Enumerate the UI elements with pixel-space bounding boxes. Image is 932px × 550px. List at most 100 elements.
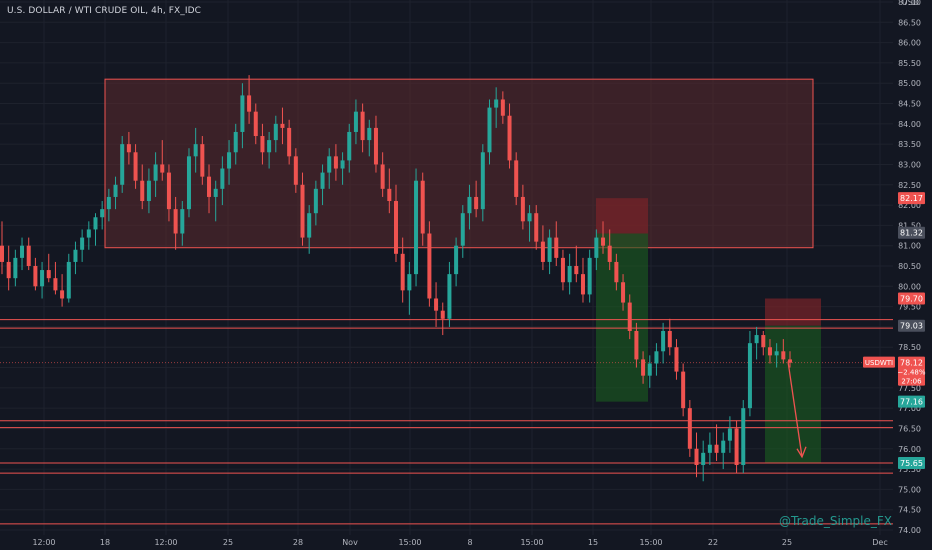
candle-body <box>507 115 512 161</box>
candle-body <box>414 180 419 275</box>
candle-body <box>547 237 552 262</box>
candle-body <box>340 160 345 169</box>
candle-body <box>687 408 692 449</box>
candle-body <box>594 237 599 258</box>
y-tick-label: 82.00 <box>898 201 921 210</box>
candle-body <box>661 330 666 352</box>
candle-body <box>260 136 265 153</box>
price-label: 77.16 <box>900 398 923 407</box>
price-label: 79.03 <box>900 322 923 331</box>
y-tick-label: 81.50 <box>898 221 921 230</box>
candle-body <box>520 196 525 222</box>
candle-body <box>100 209 105 218</box>
candle-body <box>133 152 138 181</box>
candle-body <box>741 408 746 466</box>
candle-body <box>66 261 71 299</box>
candle-body <box>300 184 305 238</box>
projection-arrow-head <box>796 446 807 459</box>
candle-body <box>400 253 405 291</box>
candle-body <box>621 282 626 303</box>
candle-body <box>707 444 712 453</box>
y-tick-label: 74.00 <box>898 526 921 535</box>
candle-body <box>193 144 198 157</box>
price-label: 79.70 <box>900 294 923 303</box>
candle-body <box>694 448 699 466</box>
candle-body <box>454 245 459 275</box>
y-tick-label: 75.50 <box>898 465 921 474</box>
y-tick-label: 84.00 <box>898 120 921 129</box>
candle-body <box>580 274 585 295</box>
symbol-tag-box <box>863 356 895 368</box>
current-change-label: −2.48% <box>897 369 925 377</box>
candle-body <box>754 335 759 344</box>
x-tick-label: 22 <box>708 538 718 547</box>
y-tick-label: 80.00 <box>898 282 921 291</box>
price-label-box <box>898 319 925 332</box>
candle-body <box>447 274 452 319</box>
candle-body <box>26 245 31 266</box>
candle-body <box>180 209 185 234</box>
y-tick-label: 85.00 <box>898 79 921 88</box>
candle-body <box>320 172 325 189</box>
candle-body <box>641 359 646 376</box>
candle-body <box>106 196 111 210</box>
trade1-target-zone <box>596 233 648 402</box>
candle-body <box>767 347 772 356</box>
symbol-tag: USDWTI <box>865 359 893 367</box>
candle-body <box>654 351 659 364</box>
x-tick-label: 28 <box>293 538 303 547</box>
candle-body <box>554 237 559 258</box>
candle-body <box>701 452 706 466</box>
candle-body <box>347 131 352 161</box>
candle-body <box>160 164 165 173</box>
x-tick-label: 12:00 <box>154 538 177 547</box>
candle-body <box>474 196 479 210</box>
candle-body <box>233 131 238 153</box>
y-tick-label: 86.50 <box>898 18 921 27</box>
candle-body <box>313 188 318 214</box>
candle-body <box>387 188 392 202</box>
y-tick-label: 81.00 <box>898 242 921 251</box>
candle-body <box>714 444 719 453</box>
candle-body <box>146 180 151 202</box>
candle-body <box>627 302 632 331</box>
candle-body <box>761 335 766 348</box>
candle-body <box>60 290 65 299</box>
candle-body <box>33 266 38 287</box>
candle-body <box>440 310 445 319</box>
candle-body <box>200 144 205 177</box>
candle-body <box>186 156 191 210</box>
y-tick-label: 87.00 <box>898 0 921 7</box>
candle-body <box>287 127 292 157</box>
candle-body <box>166 172 171 210</box>
candle-body <box>614 261 619 283</box>
candle-body <box>587 257 592 295</box>
price-label-box <box>898 226 925 239</box>
candle-body <box>634 330 639 360</box>
y-tick-label: 83.00 <box>898 160 921 169</box>
y-tick-label: 75.00 <box>898 485 921 494</box>
x-tick-label: 15 <box>588 538 598 547</box>
price-label-box <box>898 456 925 469</box>
candle-body <box>80 237 85 250</box>
candle-body <box>120 144 125 185</box>
x-tick-label: Dec <box>872 538 887 547</box>
x-tick-label: 15:00 <box>639 538 662 547</box>
candle-body <box>267 140 272 153</box>
candle-body <box>73 249 78 262</box>
y-tick-label: 76.50 <box>898 424 921 433</box>
current-price-label: 78.12 <box>900 359 923 368</box>
candle-body <box>574 266 579 275</box>
candle-body <box>20 245 25 258</box>
candle-body <box>480 152 485 210</box>
candle-body <box>227 152 232 169</box>
candle-body <box>781 351 786 360</box>
candle-body <box>93 217 98 230</box>
candle-body <box>40 270 45 287</box>
candle-body <box>113 184 118 197</box>
x-tick-label: 18 <box>100 538 110 547</box>
candle-body <box>427 233 432 299</box>
candle-body <box>86 229 91 238</box>
